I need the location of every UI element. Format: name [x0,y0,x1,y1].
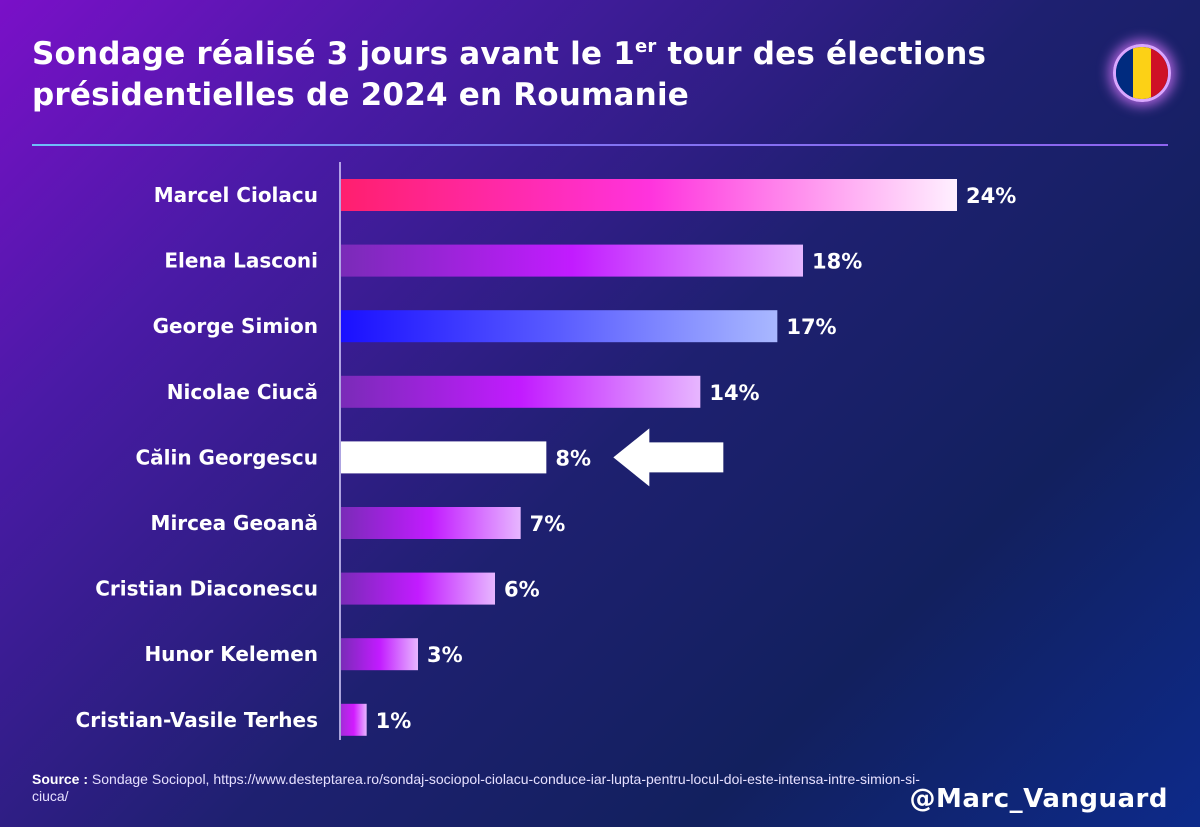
flag-stripe-blue [1116,47,1134,99]
title-divider [32,144,1168,146]
source-note: Source : Sondage Sociopol, https://www.d… [32,771,932,805]
value-label: 6% [504,578,540,602]
author-handle: @Marc_Vanguard [909,784,1168,814]
category-label: Mircea Geoană [151,511,318,535]
title-text-end: tour des élections présidentielles de 20… [32,36,987,113]
page-title: Sondage réalisé 3 jours avant le 1er tou… [32,34,1092,116]
source-text: Sondage Sociopol, https://www.desteptare… [32,771,920,804]
bar [341,310,778,343]
bar [341,375,701,408]
value-label: 3% [427,643,463,667]
category-label: Cristian Diaconescu [95,577,318,601]
category-label: Călin Georgescu [135,445,318,469]
bar [341,244,803,277]
category-label: Elena Lasconi [164,249,318,273]
category-label: Cristian-Vasile Terhes [76,708,318,732]
source-label: Source : [32,771,89,787]
category-label: Marcel Ciolacu [154,183,318,207]
category-label: Hunor Kelemen [144,642,318,666]
bar [341,507,521,539]
value-label: 14% [709,381,759,405]
value-label: 1% [376,709,412,733]
value-label: 18% [812,250,862,274]
value-label: 17% [786,315,836,339]
value-label: 7% [530,512,566,536]
highlight-arrow-icon [613,428,724,487]
bar [341,638,418,671]
bar [341,572,495,605]
flag-stripe-red [1150,47,1168,99]
romania-flag-icon [1113,44,1171,102]
category-label: George Simion [153,314,318,338]
title-superscript: er [635,36,657,57]
bar [341,179,957,211]
category-label: Nicolae Ciucă [167,380,318,404]
bar [341,441,547,474]
value-label: 8% [555,446,591,470]
flag-stripe-yellow [1133,47,1151,99]
value-label: 24% [966,184,1016,208]
bar [341,703,367,736]
title-text-start: Sondage réalisé 3 jours avant le 1 [32,36,635,72]
